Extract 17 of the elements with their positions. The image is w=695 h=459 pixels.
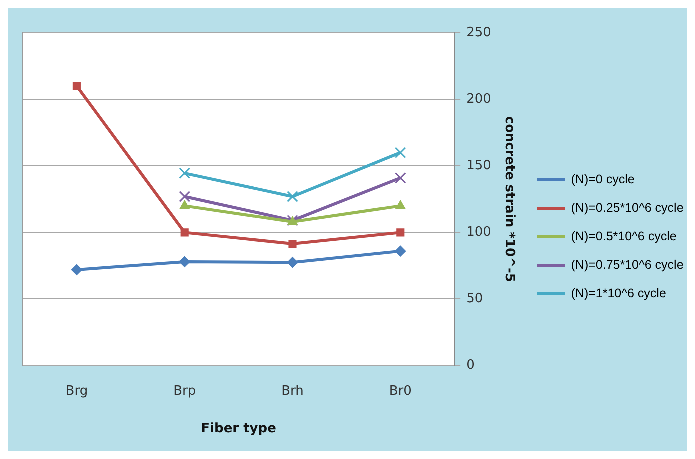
y-tick-label: 100 <box>466 225 492 240</box>
y-tick-label: 50 <box>466 292 484 307</box>
legend-label: (N)=1*10^6 cycle <box>571 286 666 300</box>
legend-label: (N)=0.5*10^6 cycle <box>571 229 677 244</box>
legend-label: (N)=0.25*10^6 cycle <box>571 200 684 215</box>
x-tick-label: Brg <box>66 384 88 399</box>
y-tick-label: 250 <box>466 25 492 40</box>
x-axis-title: Fiber type <box>201 422 277 437</box>
y-axis-title: concrete strain *10^-5 <box>502 116 517 282</box>
y-tick-label: 0 <box>466 358 475 374</box>
legend-label: (N)=0 cycle <box>571 172 635 186</box>
x-tick-label: Br0 <box>389 384 412 399</box>
legend-label: (N)=0.75*10^6 cycle <box>571 258 684 272</box>
y-tick-label: 150 <box>466 158 492 174</box>
y-tick-label: 200 <box>466 92 492 107</box>
x-tick-label: Brh <box>282 384 304 399</box>
x-tick-label: Brp <box>174 384 196 399</box>
